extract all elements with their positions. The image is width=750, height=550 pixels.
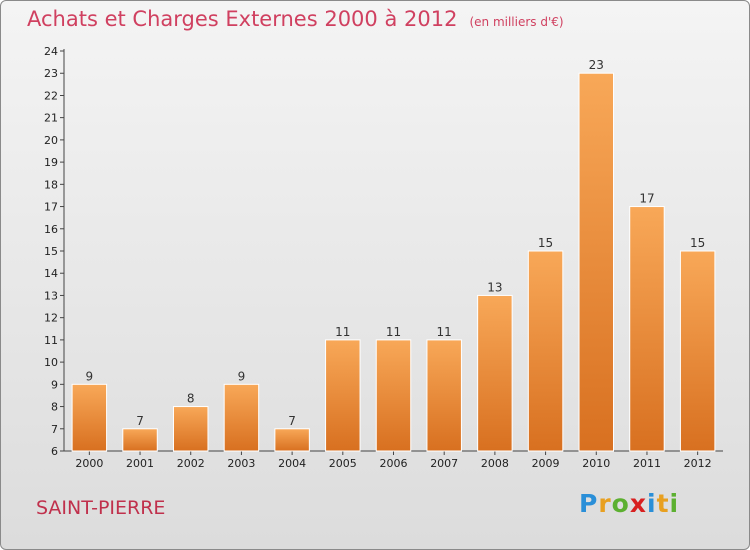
bar-value-label: 9 xyxy=(86,369,94,383)
bar[interactable] xyxy=(527,250,564,452)
x-tick-label: 2012 xyxy=(684,457,712,470)
commune-name: SAINT-PIERRE xyxy=(36,497,166,519)
bar[interactable] xyxy=(223,383,260,452)
chart-axes: 6 7 8 9 10 11 12 13 14 15 16 17 18 19 20 21 22 23 24 2000 20… xyxy=(44,45,723,470)
bar[interactable] xyxy=(578,72,615,452)
y-tick-label: 8 xyxy=(51,401,58,414)
y-tick-label: 6 xyxy=(51,445,58,458)
bar[interactable] xyxy=(274,428,310,452)
logo-letter: o xyxy=(611,489,630,518)
x-tick-label: 2000 xyxy=(75,457,103,470)
y-tick-label: 15 xyxy=(44,245,58,258)
bar-value-label: 15 xyxy=(538,236,553,250)
bar-value-label: 11 xyxy=(437,325,452,339)
bar[interactable] xyxy=(679,250,716,452)
bar-value-label: 9 xyxy=(238,369,246,383)
logo-letter: t xyxy=(656,489,670,518)
logo-letter: i xyxy=(647,489,657,518)
x-tick-label: 2009 xyxy=(532,457,560,470)
chart-bars xyxy=(71,72,716,452)
bar-value-label: 8 xyxy=(187,392,195,406)
x-tick-label: 2002 xyxy=(177,457,205,470)
y-tick-label: 11 xyxy=(44,334,58,347)
y-tick-label: 7 xyxy=(51,423,58,436)
chart-title: Achats et Charges Externes 2000 à 2012 (e… xyxy=(27,7,564,31)
y-tick-label: 21 xyxy=(44,112,58,125)
y-tick-label: 17 xyxy=(44,201,58,214)
y-tick-label: 20 xyxy=(44,134,58,147)
x-tick-label: 2001 xyxy=(126,457,154,470)
bar-value-label: 17 xyxy=(639,192,654,206)
bar[interactable] xyxy=(426,339,462,452)
proxiti-logo[interactable]: Proxiti xyxy=(579,489,679,518)
logo-letter: P xyxy=(579,489,599,518)
logo-letter: i xyxy=(669,489,680,518)
logo-letter: r xyxy=(598,489,612,518)
bar-value-label: 15 xyxy=(690,236,705,250)
bar[interactable] xyxy=(172,406,209,452)
bar-value-label: 7 xyxy=(288,414,296,428)
bar[interactable] xyxy=(375,339,412,452)
x-tick-label: 2007 xyxy=(430,457,458,470)
x-tick-label: 2004 xyxy=(278,457,306,470)
y-tick-label: 19 xyxy=(44,156,58,169)
bar-value-label: 11 xyxy=(335,325,350,339)
logo-letter: x xyxy=(629,489,647,518)
bar-value-label: 11 xyxy=(386,325,401,339)
y-tick-label: 13 xyxy=(44,289,58,302)
y-tick-label: 23 xyxy=(44,67,58,80)
y-tick-label: 24 xyxy=(44,45,58,58)
chart-data-labels: 9 7 8 9 7 11 11 11 13 15 23 17 15 xyxy=(86,58,706,428)
y-tick-label: 22 xyxy=(44,89,58,102)
y-tick-label: 14 xyxy=(44,267,58,280)
y-tick-label: 9 xyxy=(51,378,58,391)
bar-value-label: 13 xyxy=(487,280,502,294)
chart-unit: (en milliers d'€) xyxy=(469,15,564,29)
y-tick-label: 10 xyxy=(44,356,58,369)
bar[interactable] xyxy=(629,206,665,452)
x-tick-label: 2003 xyxy=(227,457,255,470)
x-tick-label: 2011 xyxy=(633,457,661,470)
bar-value-label: 7 xyxy=(136,414,144,428)
bar[interactable] xyxy=(71,383,108,452)
y-tick-label: 18 xyxy=(44,178,58,191)
x-tick-label: 2006 xyxy=(380,457,408,470)
bar[interactable] xyxy=(122,428,158,452)
x-tick-label: 2005 xyxy=(329,457,357,470)
y-tick-label: 12 xyxy=(44,312,58,325)
bar-value-label: 23 xyxy=(589,58,604,72)
bar[interactable] xyxy=(477,294,513,452)
bar[interactable] xyxy=(325,339,361,452)
y-tick-label: 16 xyxy=(44,223,58,236)
chart-title-text: Achats et Charges Externes 2000 à 2012 xyxy=(27,7,458,31)
x-tick-label: 2010 xyxy=(582,457,610,470)
x-tick-label: 2008 xyxy=(481,457,509,470)
